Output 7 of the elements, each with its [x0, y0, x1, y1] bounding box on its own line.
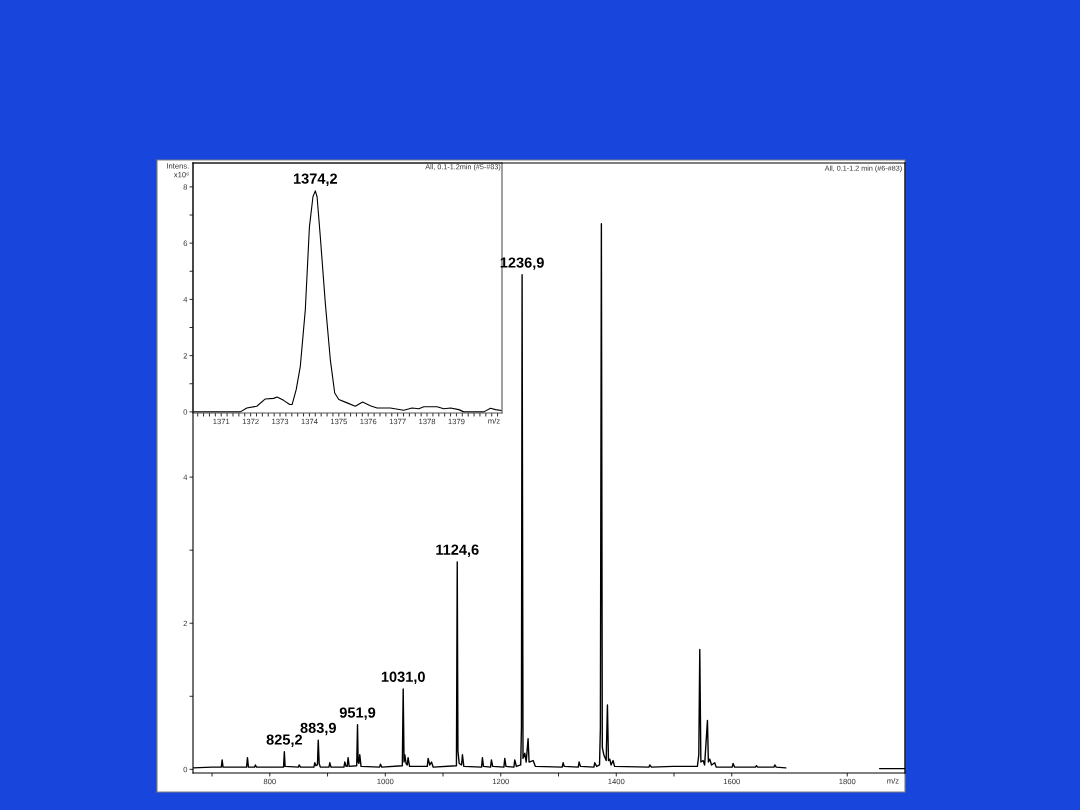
annotation: 1236,9 — [500, 257, 544, 270]
annotation: 1374,2 — [293, 173, 338, 186]
annotation: 825,2 — [266, 734, 303, 747]
annotation: 883,9 — [300, 722, 336, 736]
annotation: 1031,0 — [381, 671, 425, 685]
annotation: 1124,6 — [436, 544, 479, 557]
annotation: 951,9 — [339, 707, 376, 720]
